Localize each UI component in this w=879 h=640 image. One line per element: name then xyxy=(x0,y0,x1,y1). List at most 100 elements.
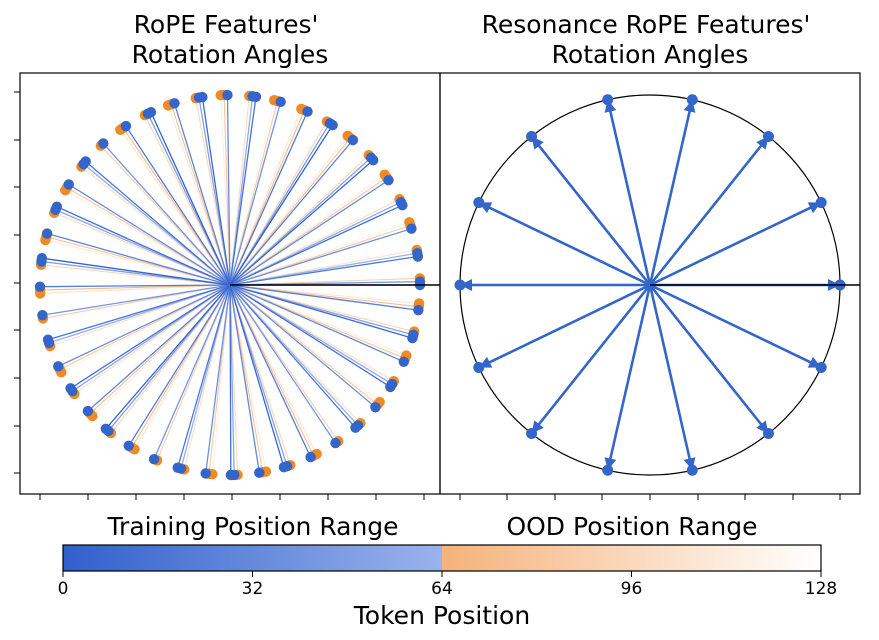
rope-arrow-115 xyxy=(167,105,231,286)
rope-point-16 xyxy=(42,334,54,345)
rope-point-7 xyxy=(368,154,379,166)
resonance-arrow-6 xyxy=(478,201,651,287)
rope-point-1 xyxy=(327,119,338,131)
rope-arrow-11 xyxy=(229,284,232,476)
resonance-point-1 xyxy=(815,197,827,209)
rope-arrow-122 xyxy=(65,189,231,286)
rope-arrow-31 xyxy=(229,284,405,363)
resonance-point-2 xyxy=(762,130,774,142)
rope-arrow-127 xyxy=(229,100,275,286)
rope-arrow-8 xyxy=(201,96,231,286)
colorbar-tick-label-4: 128 xyxy=(805,579,837,599)
rope-arrow-40 xyxy=(102,142,231,286)
rope-arrow-41 xyxy=(42,284,231,316)
resonance-rope-rotation-plot xyxy=(454,94,860,476)
rope-arrow-111 xyxy=(134,284,231,450)
rope-point-22 xyxy=(34,281,46,292)
rope-arrow-15 xyxy=(85,160,231,286)
colorbar-label: Token Position xyxy=(353,601,530,630)
rope-points xyxy=(34,89,426,481)
resonance-arrows xyxy=(454,94,846,476)
rope-point-2 xyxy=(145,107,157,118)
resonance-arrow-5 xyxy=(530,135,652,286)
rope-arrow-20 xyxy=(229,111,309,286)
rope-arrow-2 xyxy=(150,111,231,286)
resonance-arrow-4 xyxy=(606,99,652,286)
resonance-arrow-12 xyxy=(648,284,770,435)
resonance-point-4 xyxy=(602,94,614,106)
rope-point-12 xyxy=(385,381,396,393)
rope-arrow-118 xyxy=(229,284,267,472)
rope-arrow-13 xyxy=(229,204,403,286)
rope-point-17 xyxy=(172,462,183,473)
rope-arrow-19 xyxy=(229,255,418,286)
rope-point-20 xyxy=(302,106,313,117)
rope-arrow-28 xyxy=(46,232,231,286)
rope-point-43 xyxy=(330,437,341,449)
resonance-point-12 xyxy=(762,428,774,440)
resonance-point-11 xyxy=(686,464,698,476)
rope-point-28 xyxy=(41,228,53,239)
resonance-arrow-10 xyxy=(606,284,652,471)
resonance-arrow-9 xyxy=(530,284,652,435)
axes-frames xyxy=(14,72,861,500)
resonance-point-7 xyxy=(454,279,466,291)
rope-arrow-35 xyxy=(58,284,231,367)
left-plot-title: RoPE Features' Rotation Angles xyxy=(132,10,329,69)
rope-point-41 xyxy=(37,309,48,321)
rope-point-10 xyxy=(65,383,76,394)
rope-arrow-18 xyxy=(229,284,356,429)
rope-arrow-27 xyxy=(173,103,231,286)
right-title-line-1: Resonance RoPE Features' xyxy=(482,10,811,39)
rope-arrow-33 xyxy=(226,95,231,286)
rope-point-26 xyxy=(347,134,359,146)
rope-arrow-3 xyxy=(41,257,231,286)
rope-arrow-29 xyxy=(87,284,231,412)
rope-arrow-39 xyxy=(229,101,282,286)
rope-point-35 xyxy=(53,361,64,372)
resonance-point-9 xyxy=(526,428,538,440)
rope-point-40 xyxy=(98,138,109,149)
rope-arrow-119 xyxy=(229,284,407,357)
rope-arrow-10 xyxy=(70,284,231,389)
rope-arrow-32 xyxy=(229,179,389,286)
rope-arrow-14 xyxy=(229,96,257,286)
colorbar: 0 32 64 96 128 xyxy=(58,544,837,599)
resonance-point-8 xyxy=(473,361,485,373)
colorbar-tick-label-1: 32 xyxy=(242,579,264,599)
rope-point-8 xyxy=(197,91,208,103)
training-range-label: Training Position Range xyxy=(106,512,398,541)
resonance-arrow-13 xyxy=(649,283,822,369)
rope-arrow-23 xyxy=(128,284,231,447)
rope-arrow-114 xyxy=(229,135,349,286)
rope-point-39 xyxy=(275,96,286,108)
rope-point-6 xyxy=(407,332,418,344)
rope-arrow-5 xyxy=(229,284,285,468)
rope-point-19 xyxy=(412,251,424,262)
rope-point-24 xyxy=(305,451,316,463)
rope-point-32 xyxy=(383,175,394,186)
rope-arrow-36 xyxy=(205,284,231,474)
resonance-arrow-2 xyxy=(648,135,770,286)
colorbar-tick-label-3: 96 xyxy=(621,579,643,599)
rope-arrow-9 xyxy=(56,206,231,286)
resonance-arrow-1 xyxy=(649,201,822,287)
rope-point-5 xyxy=(278,461,290,473)
rope-point-37 xyxy=(370,402,381,413)
rope-arrow-125 xyxy=(229,284,381,403)
resonance-arrow-11 xyxy=(648,284,694,471)
rope-arrow-4 xyxy=(105,284,231,430)
rope-arrow-24 xyxy=(229,284,312,458)
colorbar-tick-label-2: 64 xyxy=(431,579,453,599)
rope-arrow-17 xyxy=(177,284,231,468)
resonance-point-6 xyxy=(473,197,485,209)
rope-arrow-121 xyxy=(220,95,231,286)
rope-arrow-112 xyxy=(229,284,318,455)
rope-arrow-12 xyxy=(229,284,391,388)
rope-arrow-123 xyxy=(61,284,231,373)
resonance-arrow-3 xyxy=(648,99,694,286)
rope-arrow-124 xyxy=(211,284,231,475)
rope-point-33 xyxy=(222,89,233,101)
rope-arrow-110 xyxy=(40,284,231,294)
